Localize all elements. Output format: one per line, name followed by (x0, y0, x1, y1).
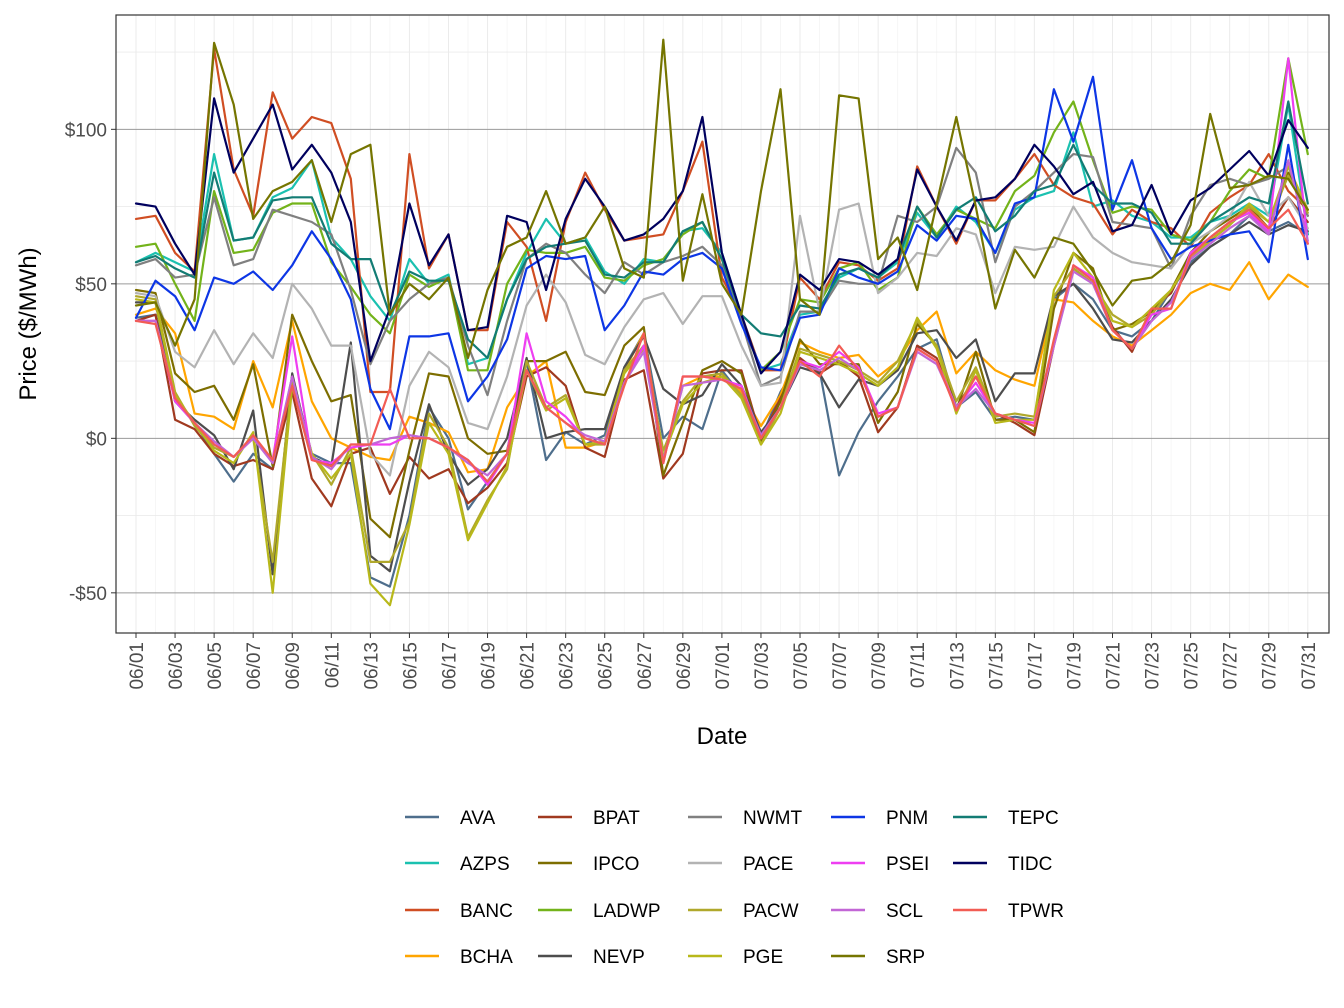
x-tick-label: 07/07 (830, 642, 851, 690)
series-line-nwmt (134, 146, 1309, 397)
series-line-pge (134, 165, 1309, 607)
x-tick-label: 07/01 (713, 642, 734, 690)
x-tick-label: 06/01 (127, 642, 148, 690)
x-tick-label: 06/05 (205, 642, 226, 690)
series-line-tidc (134, 97, 1309, 375)
x-tick-label: 07/19 (1064, 642, 1085, 690)
y-tick-label: $100 (65, 120, 107, 141)
x-tick-label: 07/29 (1260, 642, 1281, 690)
x-tick-label: 07/31 (1299, 642, 1320, 690)
legend-label-ladwp: LADWP (593, 901, 661, 922)
x-tick-label: 07/05 (791, 642, 812, 690)
plot-panel (115, 14, 1330, 634)
x-tick-label: 06/23 (557, 642, 578, 690)
x-tick-label: 07/27 (1221, 642, 1242, 690)
x-tick-label: 06/19 (479, 642, 500, 690)
x-axis-title: Date (697, 723, 748, 750)
x-tick-label: 07/17 (1025, 642, 1046, 690)
x-tick-label: 07/21 (1104, 642, 1125, 690)
legend-label-banc: BANC (460, 901, 513, 922)
x-tick-label: 06/09 (283, 642, 304, 690)
x-tick-label: 07/13 (947, 642, 968, 690)
y-axis-title: Price ($/MWh) (15, 247, 42, 400)
x-tick-label: 07/09 (869, 642, 890, 690)
series-line-tpwr (134, 208, 1309, 483)
x-tick-label: 06/21 (518, 642, 539, 690)
plot-border (115, 14, 1330, 634)
legend-label-srp: SRP (886, 947, 925, 968)
x-tick-label: 06/17 (439, 642, 460, 690)
series-line-srp (134, 38, 1309, 360)
y-tick-label: $50 (75, 275, 107, 296)
x-tick-label: 06/25 (596, 642, 617, 690)
x-tick-label: 06/15 (400, 642, 421, 690)
x-tick-label: 06/07 (244, 642, 265, 690)
x-tick-label: 07/15 (986, 642, 1007, 690)
legend-label-tepc: TEPC (1008, 808, 1059, 829)
legend-label-ipco: IPCO (593, 854, 639, 875)
legend-label-nwmt: NWMT (743, 808, 802, 829)
x-tick-label: 06/13 (361, 642, 382, 690)
x-tick-label: 07/11 (908, 642, 929, 688)
series-lines (134, 38, 1309, 607)
legend-label-nevp: NEVP (593, 947, 645, 968)
legend-label-tidc: TIDC (1008, 854, 1052, 875)
legend-label-bcha: BCHA (460, 947, 513, 968)
legend-label-pnm: PNM (886, 808, 928, 829)
legend-label-scl: SCL (886, 901, 923, 922)
major-gridlines (116, 15, 1329, 633)
series-line-pacw (134, 174, 1309, 564)
legend-label-psei: PSEI (886, 854, 929, 875)
series-line-banc (134, 47, 1309, 394)
legend-label-tpwr: TPWR (1008, 901, 1064, 922)
y-tick-label: -$50 (69, 584, 107, 605)
legend-label-azps: AZPS (460, 854, 510, 875)
x-tick-label: 06/11 (322, 642, 343, 688)
legend-label-pace: PACE (743, 854, 793, 875)
x-tick-label: 07/03 (752, 642, 773, 690)
legend-label-pge: PGE (743, 947, 783, 968)
legend-label-ava: AVA (460, 808, 496, 829)
x-tick-label: 06/03 (166, 642, 187, 690)
x-tick-label: 07/23 (1143, 642, 1164, 690)
legend: AVA AZPS BANC BCHA BPAT IPCO LADWP NEVP NWMT PACE… (405, 808, 1064, 968)
x-axis: 06/01 06/03 06/05 06/07 06/09 06/11 06/13 06/15… (127, 633, 1320, 690)
y-tick-label: $0 (86, 429, 107, 450)
legend-label-bpat: BPAT (593, 808, 640, 829)
x-tick-label: 06/29 (674, 642, 695, 690)
y-axis: $100 $50 $0 -$50 (65, 120, 116, 605)
series-line-pace (134, 180, 1309, 477)
series-line-tepc (134, 100, 1309, 360)
x-tick-label: 07/25 (1182, 642, 1203, 690)
series-line-pnm (134, 75, 1309, 431)
x-tick-label: 06/27 (635, 642, 656, 690)
legend-label-pacw: PACW (743, 901, 799, 922)
